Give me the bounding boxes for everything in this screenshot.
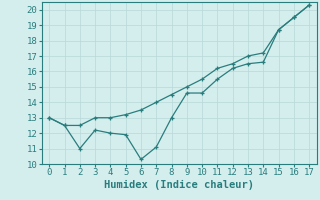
X-axis label: Humidex (Indice chaleur): Humidex (Indice chaleur) xyxy=(104,180,254,190)
